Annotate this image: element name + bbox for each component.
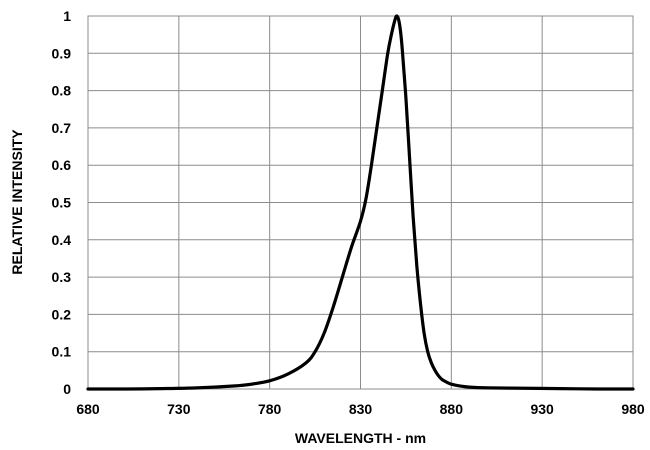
y-tick-label: 0.9	[52, 45, 72, 61]
y-tick-label: 0.5	[52, 195, 72, 211]
x-axis-title: WAVELENGTH - nm	[295, 430, 426, 446]
grid-lines	[88, 16, 633, 389]
y-tick-label: 0	[63, 381, 71, 397]
y-tick-label: 0.8	[52, 83, 72, 99]
x-tick-label: 780	[258, 401, 282, 417]
x-tick-label: 880	[440, 401, 464, 417]
y-tick-label: 0.2	[52, 306, 72, 322]
y-tick-label: 0.1	[52, 344, 72, 360]
x-tick-label: 980	[621, 401, 645, 417]
x-tick-label: 680	[76, 401, 100, 417]
y-tick-label: 0.7	[52, 120, 72, 136]
y-tick-label: 0.3	[52, 269, 72, 285]
x-tick-label: 730	[167, 401, 191, 417]
series-layer	[86, 14, 635, 391]
y-axis-title: RELATIVE INTENSITY	[9, 129, 25, 275]
x-tick-label: 830	[349, 401, 373, 417]
spectrum-curve	[86, 14, 635, 391]
y-tick-label: 0.6	[52, 157, 72, 173]
y-tick-label: 1	[63, 8, 71, 24]
tick-labels: 680 730 780 830 880 930 980 0 0.1 0.2 0.3 0.4 0.5 0.6…	[52, 8, 645, 417]
x-tick-label: 930	[530, 401, 554, 417]
y-tick-label: 0.4	[52, 232, 72, 248]
plot-frame	[87, 15, 634, 390]
